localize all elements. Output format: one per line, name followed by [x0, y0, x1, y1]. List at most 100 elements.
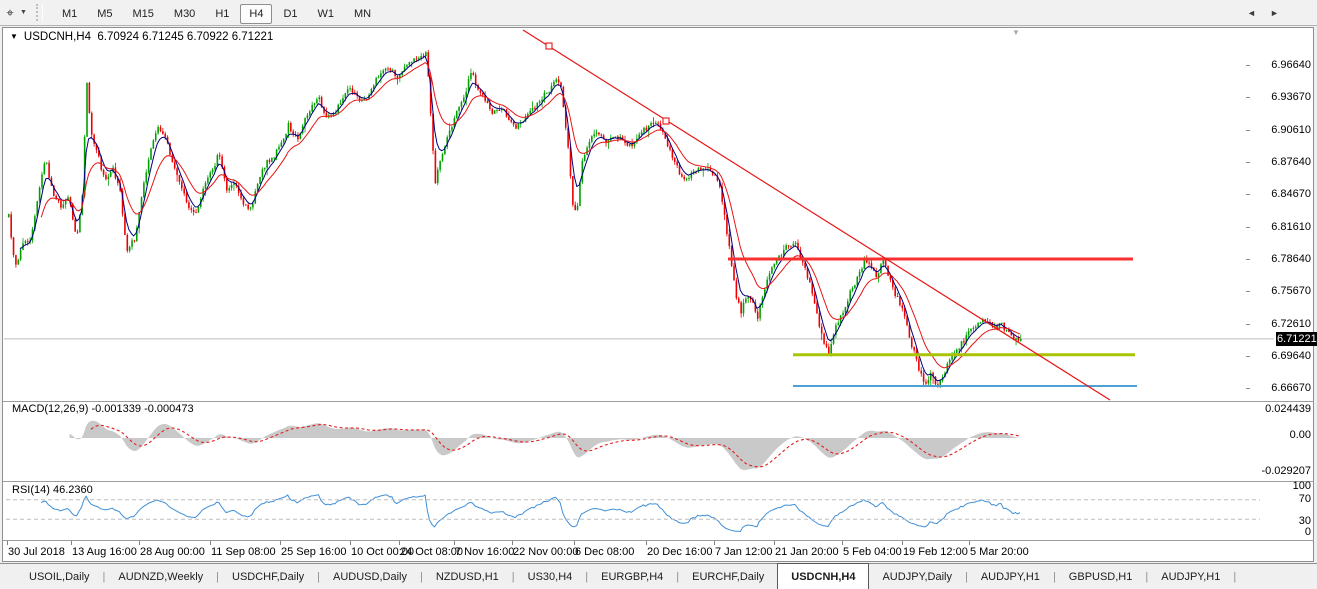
macd-signal-line [90, 424, 1021, 468]
chart-tab-nzdusd-h1[interactable]: NZDUSD,H1 [435, 570, 499, 583]
timeframe-button-d1[interactable]: D1 [283, 7, 298, 20]
time-axis-label: 5 Mar 20:00 [970, 546, 1029, 558]
chart-title-caret-icon[interactable]: ▼ [10, 32, 18, 41]
time-axis-label: 13 Aug 16:00 [72, 546, 137, 558]
time-axis-label: 6 Dec 08:00 [575, 546, 635, 558]
time-axis-tick [71, 541, 72, 545]
price-axis-label: 6.66670 [1271, 381, 1311, 394]
time-axis-label: 7 Nov 16:00 [455, 546, 515, 558]
tab-scroll-left-icon[interactable]: ◄ [1247, 7, 1256, 18]
chart-tab-us30-h4[interactable]: US30,H4 [527, 570, 573, 583]
timeframe-button-m30[interactable]: M30 [173, 7, 196, 20]
chart-ohlc-values: 6.70924 6.71245 6.70922 6.71221 [97, 31, 274, 43]
descending-trendline[interactable] [522, 29, 1111, 401]
timeframe-button-mn[interactable]: MN [354, 7, 372, 20]
time-axis-tick [969, 541, 970, 545]
time-axis-tick [454, 541, 455, 545]
timeframe-button-w1[interactable]: W1 [317, 7, 335, 20]
price-axis-tick [1246, 226, 1250, 228]
time-axis-tick [7, 541, 8, 545]
trendline-handle[interactable] [662, 117, 670, 125]
price-axis-label: 6.93670 [1271, 91, 1311, 103]
price-axis-label: 6.87640 [1271, 155, 1311, 168]
price-axis-tick [1246, 193, 1250, 195]
price-axis-tick [1246, 323, 1250, 325]
pane-separator-rsi[interactable] [3, 481, 1314, 482]
chart-shift-marker-icon[interactable]: ▼ [1012, 28, 1020, 37]
price-axis-label: 6.78640 [1271, 252, 1311, 265]
time-axis-tick [280, 541, 281, 545]
price-axis-tick [1246, 97, 1250, 98]
time-axis-tick [714, 541, 715, 545]
price-axis-label: 6.90610 [1271, 123, 1311, 136]
time-axis-tick [399, 541, 400, 545]
time-axis-label: 19 Feb 12:00 [903, 546, 968, 558]
tab-scroll-right-icon[interactable]: ► [1270, 7, 1279, 18]
crosshair-tool-icon[interactable]: ⌖ [6, 4, 14, 20]
timeframe-button-h4[interactable]: H4 [240, 3, 273, 24]
time-axis-tick [646, 541, 647, 545]
current-price-badge: 6.71221 [1276, 331, 1317, 346]
indicator-scale-label: 100 [1292, 480, 1311, 492]
tab-divider: | [1145, 570, 1149, 583]
tab-divider: | [676, 570, 680, 583]
timeframe-buttons: M1 M5 M15 M30 H1 H4 D1 W1 MN [52, 3, 381, 24]
macd-pane [69, 420, 1021, 470]
ma-fast-line[interactable] [19, 55, 1021, 381]
bear-candle-wicks [10, 50, 1019, 388]
chart-tab-audjpy-h1[interactable]: AUDJPY,H1 [980, 570, 1040, 583]
chart-tab-gbpusd-h1[interactable]: GBPUSD,H1 [1068, 570, 1133, 583]
time-axis-label: 30 Jul 2018 [8, 546, 65, 558]
chart-tab-audusd-daily[interactable]: AUDUSD,Daily [333, 570, 407, 583]
chart-tab-bar: USOIL,Daily | AUDNZD,Weekly | USDCHF,Daily | A… [0, 563, 1317, 589]
chart-tab-eurchf-daily[interactable]: EURCHF,Daily [692, 570, 765, 583]
price-axis-tick [1246, 258, 1250, 260]
time-axis-label: 7 Jan 12:00 [715, 546, 773, 558]
candles-group [8, 50, 1022, 388]
time-axis-tick [139, 541, 140, 545]
ma-slow-line[interactable] [40, 61, 1021, 369]
timeframe-button-m15[interactable]: M15 [132, 7, 154, 20]
rsi-indicator-label: RSI(14) 46.2360 [12, 484, 93, 496]
indicator-scale-label: 70 [1298, 493, 1311, 505]
price-axis-tick [1246, 387, 1250, 389]
timeframe-toolbar: ⌖ ▼ M1 M5 M15 M30 H1 H4 D1 W1 MN [0, 0, 1317, 26]
price-axis-tick [1246, 290, 1250, 292]
macd-indicator-label: MACD(12,26,9) -0.001339 -0.000473 [12, 403, 194, 415]
price-axis-tick [1246, 161, 1250, 163]
macd-histogram [69, 420, 1021, 470]
chart-tab-audjpy-h1[interactable]: AUDJPY,H1 [1161, 570, 1221, 583]
time-axis-label: 25 Sep 16:00 [281, 546, 347, 558]
time-axis-label: 28 Aug 00:00 [140, 546, 205, 558]
time-axis-tick [902, 541, 903, 545]
indicator-scale-label: 0 [1304, 526, 1311, 538]
chart-tab-audnzd-weekly[interactable]: AUDNZD,Weekly [118, 570, 204, 583]
tab-divider: | [1052, 570, 1056, 583]
tab-divider: | [1233, 570, 1237, 583]
trendline-handle[interactable] [545, 42, 553, 50]
chart-tab-usoil-daily[interactable]: USOIL,Daily [29, 570, 90, 583]
price-axis-tick [1246, 65, 1250, 66]
timeframe-button-h1[interactable]: H1 [215, 7, 230, 20]
tool-dropdown-caret-icon[interactable]: ▼ [20, 9, 27, 16]
chart-tab-usdchf-daily[interactable]: USDCHF,Daily [232, 570, 305, 583]
time-axis-tick [774, 541, 775, 545]
chart-symbol-period: USDCNH,H4 [23, 31, 92, 43]
chart-tab-eurgbp-h4[interactable]: EURGBP,H4 [601, 570, 664, 583]
bull-candle-bodies [8, 52, 1022, 386]
price-axis-tick [1246, 129, 1250, 131]
timeframe-button-m5[interactable]: M5 [97, 7, 113, 20]
rsi-pane [40, 494, 1021, 533]
chart-tab-usdcnh-h4[interactable]: USDCNH,H4 [777, 563, 870, 589]
toolbar-grip[interactable] [35, 4, 43, 21]
time-axis-label: 20 Dec 16:00 [647, 546, 713, 558]
tab-divider: | [511, 570, 515, 583]
pane-separator-macd[interactable] [3, 401, 1314, 402]
timeframe-button-m1[interactable]: M1 [61, 7, 78, 20]
time-axis-label: 11 Sep 08:00 [211, 546, 276, 558]
time-axis-separator [3, 540, 1314, 541]
chart-tab-audjpy-daily[interactable]: AUDJPY,Daily [882, 570, 952, 583]
time-axis-label: 10 Oct 00:00 [351, 546, 414, 558]
